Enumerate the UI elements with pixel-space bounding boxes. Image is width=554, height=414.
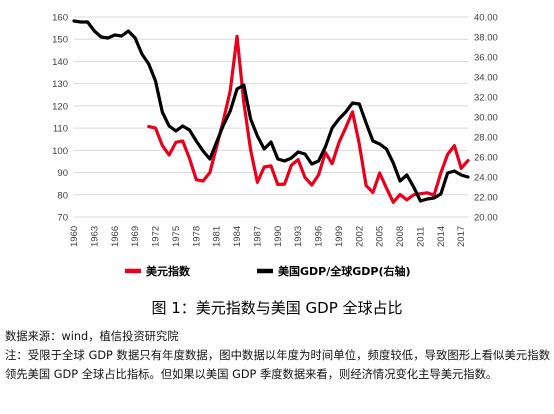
x-tick-label: 1987: [252, 226, 263, 247]
x-tick-label: 1969: [130, 226, 141, 247]
x-tick-label: 1978: [191, 226, 202, 247]
x-tick-label: 2005: [375, 226, 386, 247]
series-line-1: [147, 34, 470, 204]
left-y-tick-label: 140: [52, 57, 68, 68]
x-tick-label: 1993: [293, 226, 304, 247]
x-tick-label: 2017: [456, 226, 467, 247]
right-y-tick-label: 34.00: [474, 73, 498, 84]
x-tick-label: 1966: [110, 226, 121, 247]
right-y-tick-label: 30.00: [474, 113, 498, 124]
right-y-tick-label: 22.00: [474, 193, 498, 204]
left-y-tick-label: 100: [52, 146, 68, 157]
x-tick-label: 1963: [89, 226, 100, 247]
legend-label-series-2: 美国GDP/全球GDP(右轴): [278, 264, 411, 278]
x-axis-ticks: 1960 1963 1966 1969 1972 1975 1978 1981 1984 1987…: [69, 226, 467, 247]
left-y-tick-label: 110: [53, 124, 68, 135]
right-y-tick-label: 40.00: [474, 13, 498, 24]
line-chart: 70 80 90 100 110 120 130 140 150 160 20.00 22.00 24…: [52, 13, 498, 279]
series-line-2: [72, 19, 470, 203]
data-source: 数据来源：wind，植信投资研究院: [5, 330, 179, 343]
left-y-tick-label: 80: [57, 190, 68, 201]
x-tick-label: 1999: [334, 226, 345, 247]
x-tick-label: 2011: [415, 227, 426, 247]
x-tick-label: 2008: [395, 226, 406, 247]
right-y-tick-label: 24.00: [474, 173, 498, 184]
x-tick-label: 1996: [314, 226, 325, 247]
right-y-tick-label: 38.00: [474, 33, 498, 44]
right-y-axis-ticks: 20.00 22.00 24.00 26.00 28.00 30.00 32.00 34.00…: [474, 13, 498, 224]
figure-caption: 图 1：美元指数与美国 GDP 全球占比: [151, 299, 403, 317]
right-y-tick-label: 28.00: [474, 133, 498, 144]
gridlines: [74, 16, 468, 218]
legend: 美元指数 美国GDP/全球GDP(右轴): [125, 264, 411, 278]
legend-label-series-1: 美元指数: [146, 264, 191, 278]
right-y-tick-label: 36.00: [474, 53, 498, 64]
x-tick-label: 1960: [69, 226, 80, 247]
left-y-tick-label: 120: [52, 101, 68, 112]
series-lines: [72, 19, 470, 204]
x-tick-label: 2002: [354, 226, 365, 247]
x-tick-label: 1972: [151, 226, 162, 247]
right-y-tick-label: 26.00: [474, 153, 498, 164]
x-tick-label: 1981: [212, 226, 223, 247]
left-y-tick-label: 150: [52, 35, 68, 46]
right-y-tick-label: 20.00: [474, 213, 498, 224]
figure-note: 注：受限于全球 GDP 数据只有年度数据，图中数据以年度为时间单位，频度较低，导…: [5, 349, 550, 381]
left-y-tick-label: 90: [57, 168, 68, 179]
x-tick-label: 1975: [171, 226, 182, 247]
left-y-tick-label: 70: [57, 213, 68, 224]
x-tick-label: 1990: [273, 226, 284, 247]
right-y-tick-label: 32.00: [474, 93, 498, 104]
x-tick-label: 1984: [232, 226, 243, 247]
left-y-tick-label: 130: [52, 79, 68, 90]
left-y-tick-label: 160: [52, 13, 68, 24]
left-y-axis-ticks: 70 80 90 100 110 120 130 140 150 160: [52, 13, 68, 224]
x-tick-label: 2014: [436, 226, 447, 247]
